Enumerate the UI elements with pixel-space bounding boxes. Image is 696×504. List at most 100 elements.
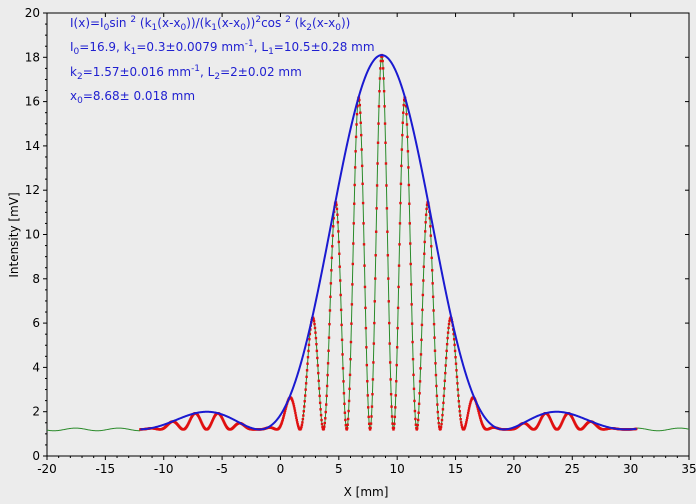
measured-point [353, 166, 357, 169]
equation-fragment: 1 [131, 47, 137, 57]
measured-point [360, 133, 363, 137]
equation-fragment: 0 [240, 23, 246, 33]
measured-point [367, 415, 370, 419]
measured-point [421, 293, 425, 297]
measured-point [444, 371, 447, 375]
measured-point [435, 384, 438, 388]
measured-point [322, 427, 326, 430]
measured-point [433, 336, 436, 339]
measured-point [405, 112, 408, 116]
x-tick-label: -10 [154, 462, 174, 476]
measured-point [422, 279, 425, 282]
measured-point [376, 162, 379, 165]
measured-point [408, 222, 411, 225]
measured-point [420, 323, 424, 327]
measured-point [370, 415, 373, 418]
equation-fragment: 1 [268, 47, 274, 57]
measured-point [388, 361, 392, 364]
measured-point [363, 264, 366, 267]
measured-point [443, 387, 446, 390]
measured-point [383, 105, 386, 108]
measured-point [412, 373, 415, 377]
measured-point [336, 221, 340, 224]
measured-point [374, 277, 377, 280]
measured-point [282, 416, 285, 420]
measured-point [325, 403, 328, 406]
measured-point [339, 279, 342, 282]
y-tick-label: 14 [25, 139, 40, 153]
measured-point [399, 201, 402, 205]
measured-point [466, 416, 469, 420]
measured-point [391, 422, 394, 425]
measured-point [477, 409, 480, 412]
y-tick-label: 10 [25, 228, 40, 242]
measured-point [410, 303, 413, 306]
measured-point [355, 112, 359, 116]
measured-point [467, 407, 471, 410]
measured-point [387, 277, 390, 280]
measured-point [440, 418, 444, 422]
measured-point [374, 254, 377, 257]
measured-point [397, 264, 401, 267]
measured-point [463, 426, 467, 429]
measured-point [381, 55, 384, 58]
measured-point [401, 133, 404, 137]
measured-point [432, 322, 436, 326]
measured-point [367, 422, 371, 426]
equation-fragment: 0 [74, 47, 80, 57]
measured-point [337, 240, 341, 244]
measured-point [429, 225, 432, 228]
measured-point [354, 135, 358, 139]
measured-point [307, 343, 311, 347]
y-axis-label: Intensity [mV] [7, 192, 21, 277]
measured-point [326, 362, 330, 365]
measured-point [364, 326, 368, 330]
y-tick-label: 4 [32, 360, 40, 374]
measured-point [330, 256, 334, 260]
measured-point [464, 424, 467, 428]
measured-point [379, 67, 382, 70]
measured-point [409, 262, 412, 266]
x-tick-label: 0 [277, 462, 285, 476]
measured-point [448, 319, 451, 323]
measured-point [378, 77, 382, 80]
equation-line-4: x0​=8.68± 0.018 mm [70, 89, 195, 106]
measured-point [386, 254, 390, 257]
measured-point [431, 282, 434, 285]
measured-point [389, 393, 393, 396]
equation-fragment: -1 [245, 39, 254, 49]
measured-point [290, 398, 294, 401]
measured-point [294, 411, 297, 415]
measured-point [337, 230, 340, 233]
measured-point [350, 322, 353, 325]
measured-point [436, 410, 439, 414]
y-tick-label: 2 [32, 405, 40, 419]
measured-point [406, 135, 409, 139]
measured-point [443, 379, 447, 383]
measured-point [459, 414, 462, 417]
measured-point [366, 380, 369, 383]
measured-point [294, 414, 298, 417]
x-tick-label: 30 [623, 462, 638, 476]
measured-point [457, 400, 461, 403]
equation-fragment: (x-x [157, 16, 180, 30]
measured-point [455, 369, 458, 372]
measured-point [313, 326, 317, 330]
measured-point [424, 221, 427, 224]
y-tick-label: 18 [25, 50, 40, 64]
measured-point [423, 240, 426, 244]
measured-point [302, 414, 305, 417]
measured-point [390, 405, 393, 408]
equation-fragment: (k [136, 16, 151, 30]
measured-point [467, 409, 470, 412]
measured-point [343, 402, 346, 405]
equation-line-2: I0​=16.9, k1​=0.3±0.0079 mm-1​, L1​=10.5… [70, 39, 375, 57]
measured-point [382, 90, 386, 93]
equation-fragment: -1 [191, 64, 200, 74]
measured-point [301, 421, 304, 424]
measured-point [371, 393, 374, 396]
measured-point [344, 424, 348, 427]
measured-point [330, 269, 333, 272]
measured-point [419, 353, 423, 356]
measured-point [414, 417, 417, 421]
